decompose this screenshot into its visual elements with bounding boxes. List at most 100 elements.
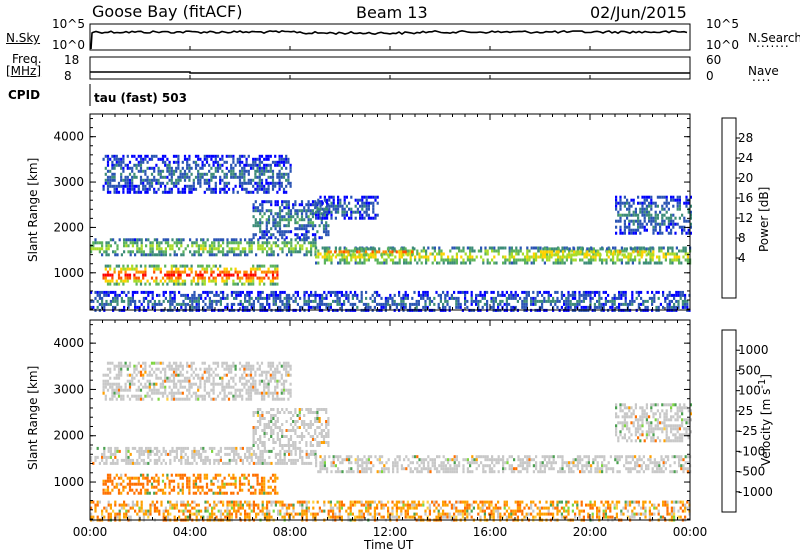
power-cell-b2 bbox=[460, 255, 463, 259]
power-cell-b2 bbox=[321, 255, 324, 259]
velocity-cell-b1 bbox=[238, 485, 242, 489]
velocity-cell-b2 bbox=[425, 467, 428, 471]
power-cell-b0 bbox=[193, 253, 196, 257]
power-cell-b2 bbox=[447, 261, 450, 265]
power-cell-b0 bbox=[200, 238, 203, 242]
velocity-cell-b1 bbox=[153, 485, 156, 489]
power-cell-b4 bbox=[641, 253, 644, 257]
power-cell-b1 bbox=[221, 279, 224, 283]
power-cell-b2 bbox=[532, 255, 535, 259]
power-cell-b0 bbox=[281, 250, 284, 254]
power-cell-b9 bbox=[362, 302, 365, 306]
power-cell-b2 bbox=[319, 252, 322, 256]
velocity-cell-b2 bbox=[376, 458, 379, 462]
power-cell-b9 bbox=[637, 302, 640, 306]
power-cell-b5 bbox=[197, 175, 200, 179]
power-cell-b3 bbox=[371, 253, 374, 257]
velocity-cell-b2 bbox=[645, 467, 648, 471]
power-cell-b2 bbox=[376, 261, 379, 265]
nave-tick-top: 60 bbox=[706, 53, 722, 67]
power-cell-b9 bbox=[510, 305, 513, 309]
power-cell-b6 bbox=[296, 227, 299, 231]
power-cell-b2 bbox=[363, 261, 366, 265]
velocity-cell-b2 bbox=[473, 461, 476, 465]
power-cell-b0 bbox=[197, 250, 200, 254]
power-cell-b9 bbox=[622, 293, 625, 297]
velocity-cell-b2 bbox=[638, 464, 641, 468]
power-cell-b9 bbox=[398, 302, 401, 306]
power-cell-b9 bbox=[549, 299, 552, 303]
power-cell-b5 bbox=[263, 169, 266, 173]
power-cell-b1 bbox=[109, 267, 112, 271]
power-cell-b0 bbox=[208, 247, 211, 251]
power-cell-b8 bbox=[648, 204, 651, 208]
power-cell-b4 bbox=[573, 247, 576, 251]
velocity-cell-b2 bbox=[548, 467, 551, 471]
velocity-cell-b2 bbox=[442, 461, 445, 465]
velocity-cell-b2 bbox=[631, 467, 634, 471]
power-cell-b9 bbox=[318, 302, 321, 306]
power-cell-b8 bbox=[656, 222, 659, 226]
power-cell-b5 bbox=[214, 181, 217, 185]
velocity-cell-b1 bbox=[168, 485, 171, 489]
power-cell-b5 bbox=[230, 169, 233, 173]
power-cell-b6 bbox=[311, 227, 315, 231]
power-cell-b8 bbox=[615, 207, 618, 211]
power-cell-b9 bbox=[305, 302, 308, 306]
power-cell-b9 bbox=[246, 305, 249, 309]
power-cell-b2 bbox=[352, 255, 355, 259]
power-cell-b0 bbox=[288, 247, 291, 251]
power-cell-b5 bbox=[161, 160, 165, 164]
power-cell-b8 bbox=[623, 228, 626, 232]
power-cell-b9 bbox=[241, 290, 244, 294]
power-cell-b3 bbox=[402, 247, 405, 251]
power-cell-b1 bbox=[232, 273, 235, 277]
power-cell-b9 bbox=[384, 302, 387, 306]
power-cell-b5 bbox=[271, 175, 275, 179]
power-cell-b2 bbox=[482, 258, 485, 262]
power-cell-b5 bbox=[192, 178, 195, 182]
power-cell-b7 bbox=[326, 204, 329, 208]
power-cell-b8 bbox=[665, 216, 668, 220]
power-cell-b0 bbox=[125, 238, 128, 242]
power-cell-b9 bbox=[156, 302, 159, 306]
power-cell-b2 bbox=[583, 255, 586, 259]
power-cell-b0 bbox=[96, 241, 99, 245]
power-cell-b1 bbox=[276, 276, 279, 280]
power-cell-b5 bbox=[144, 172, 147, 176]
power-cell-b8 bbox=[661, 216, 664, 220]
velocity-cell-b0 bbox=[92, 461, 95, 465]
velocity-cell-b0 bbox=[270, 449, 273, 453]
velocity-cell-b1 bbox=[102, 482, 105, 486]
velocity-cell-b2 bbox=[484, 470, 487, 474]
power-cell-b4 bbox=[643, 247, 646, 251]
power-cell-b9 bbox=[268, 293, 271, 297]
power-cell-b5 bbox=[265, 181, 268, 185]
power-cell-b9 bbox=[479, 293, 482, 297]
velocity-cell-b0 bbox=[219, 449, 222, 453]
power-cell-b9 bbox=[340, 302, 343, 306]
power-cell-b5 bbox=[111, 184, 114, 188]
power-cell-b8 bbox=[630, 198, 633, 202]
power-cell-b5 bbox=[287, 181, 290, 185]
velocity-cell-b0 bbox=[204, 461, 207, 465]
velocity-cell-b1 bbox=[238, 476, 242, 480]
power-cell-b8 bbox=[641, 201, 644, 205]
velocity-cell-b0 bbox=[96, 446, 99, 450]
velocity-cell-b2 bbox=[319, 455, 322, 459]
power-cell-b5 bbox=[216, 169, 220, 173]
power-cell-b6 bbox=[274, 212, 277, 216]
power-cell-b5 bbox=[280, 166, 283, 170]
power-cell-b5 bbox=[139, 181, 143, 185]
power-cell-b9 bbox=[204, 296, 207, 300]
power-cell-b7 bbox=[374, 216, 377, 220]
power-cell-b1 bbox=[190, 267, 193, 271]
power-cell-b9 bbox=[347, 296, 350, 300]
velocity-cell-b2 bbox=[323, 461, 326, 465]
power-cell-b9 bbox=[527, 293, 530, 297]
power-cell-b9 bbox=[578, 293, 581, 297]
velocity-cell-b0 bbox=[241, 458, 244, 462]
power-cell-b2 bbox=[634, 246, 637, 250]
power-cell-b8 bbox=[637, 222, 640, 226]
power-cell-b9 bbox=[657, 296, 660, 300]
